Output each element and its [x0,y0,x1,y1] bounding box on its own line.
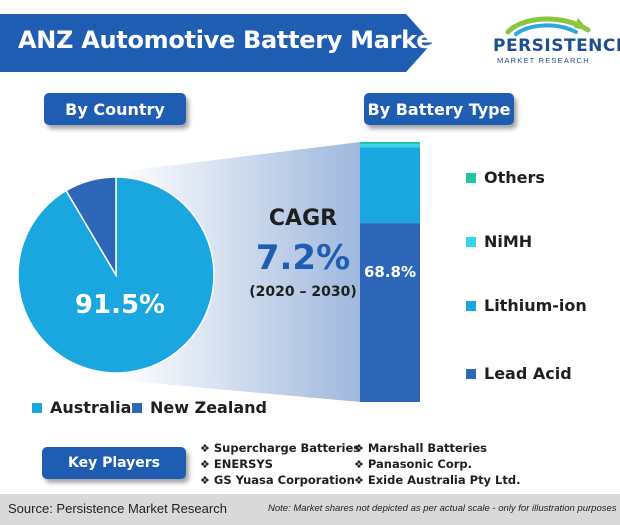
diamond-bullet-icon: ❖ [354,442,364,455]
bar-segment-nimh [360,144,420,148]
diamond-bullet-icon: ❖ [354,474,364,487]
footer-bar [0,494,620,525]
pie-data-label: 91.5% [75,290,165,320]
source-text: Source: Persistence Market Research [8,501,227,516]
key-player-item: ❖ Supercharge Batteries [200,441,361,455]
legend-label: Lithium-ion [484,296,587,315]
by-battery-type-label: By Battery Type [364,93,514,125]
key-players-list: ❖ Supercharge Batteries ❖ ENERSYS ❖ GS Yuas… [200,441,620,491]
diamond-bullet-icon: ❖ [354,458,364,471]
diamond-bullet-icon: ❖ [200,458,210,471]
key-players-label: Key Players [42,447,186,479]
cagr-label: CAGR [268,206,338,231]
legend-swatch-others [466,172,476,183]
country-pie-chart: 91.5% [17,176,215,374]
legend-item-new-zealand: New Zealand [132,398,267,417]
key-player-item: ❖ Exide Australia Pty Ltd. [354,473,521,487]
battery-type-stacked-bar: 68.8% [360,142,420,402]
legend-item-lithium-ion: Lithium-ion [466,296,587,315]
diamond-bullet-icon: ❖ [200,442,210,455]
legend-label: Australia [50,398,132,417]
legend-item-others: Others [466,168,545,187]
key-player-item: ❖ ENERSYS [200,457,273,471]
legend-label: New Zealand [150,398,267,417]
legend-label: NiMH [484,232,533,251]
legend-swatch-new-zealand [132,402,142,413]
key-player-item: ❖ Marshall Batteries [354,441,488,455]
legend-swatch-nimh [466,236,476,247]
diamond-bullet-icon: ❖ [200,474,210,487]
legend-label: Others [484,168,545,187]
disclaimer-text: Note: Market shares not depicted as per … [268,503,617,514]
logo-icon [505,16,591,36]
legend-label: Lead Acid [484,364,572,383]
page-title: ANZ Automotive Battery Market [18,26,444,54]
legend-item-australia: Australia [32,398,131,417]
legend-swatch-lead-acid [466,368,476,379]
legend-item-lead-acid: Lead Acid [466,364,572,383]
bar-data-label: 68.8% [364,263,416,281]
key-player-item: ❖ Panasonic Corp. [354,457,473,471]
legend-item-nimh: NiMH [466,232,532,251]
by-country-label: By Country [44,93,186,125]
bar-segment-lead-acid [360,223,420,402]
bar-segment-others [360,142,420,145]
key-player-item: ❖ GS Yuasa Corporation [200,473,355,487]
cagr-value: 7.2% [255,238,351,278]
logo-subtitle: MARKET RESEARCH [497,56,590,65]
legend-swatch-lithium-ion [466,300,476,311]
legend-swatch-australia [32,402,42,413]
logo-name: PERSISTENCE [493,36,620,56]
bar-segment-lithium-ion [360,147,420,224]
cagr-period: (2020 – 2030) [249,284,357,300]
pie-slice-new-zealand [65,176,117,278]
title-banner [0,14,432,72]
